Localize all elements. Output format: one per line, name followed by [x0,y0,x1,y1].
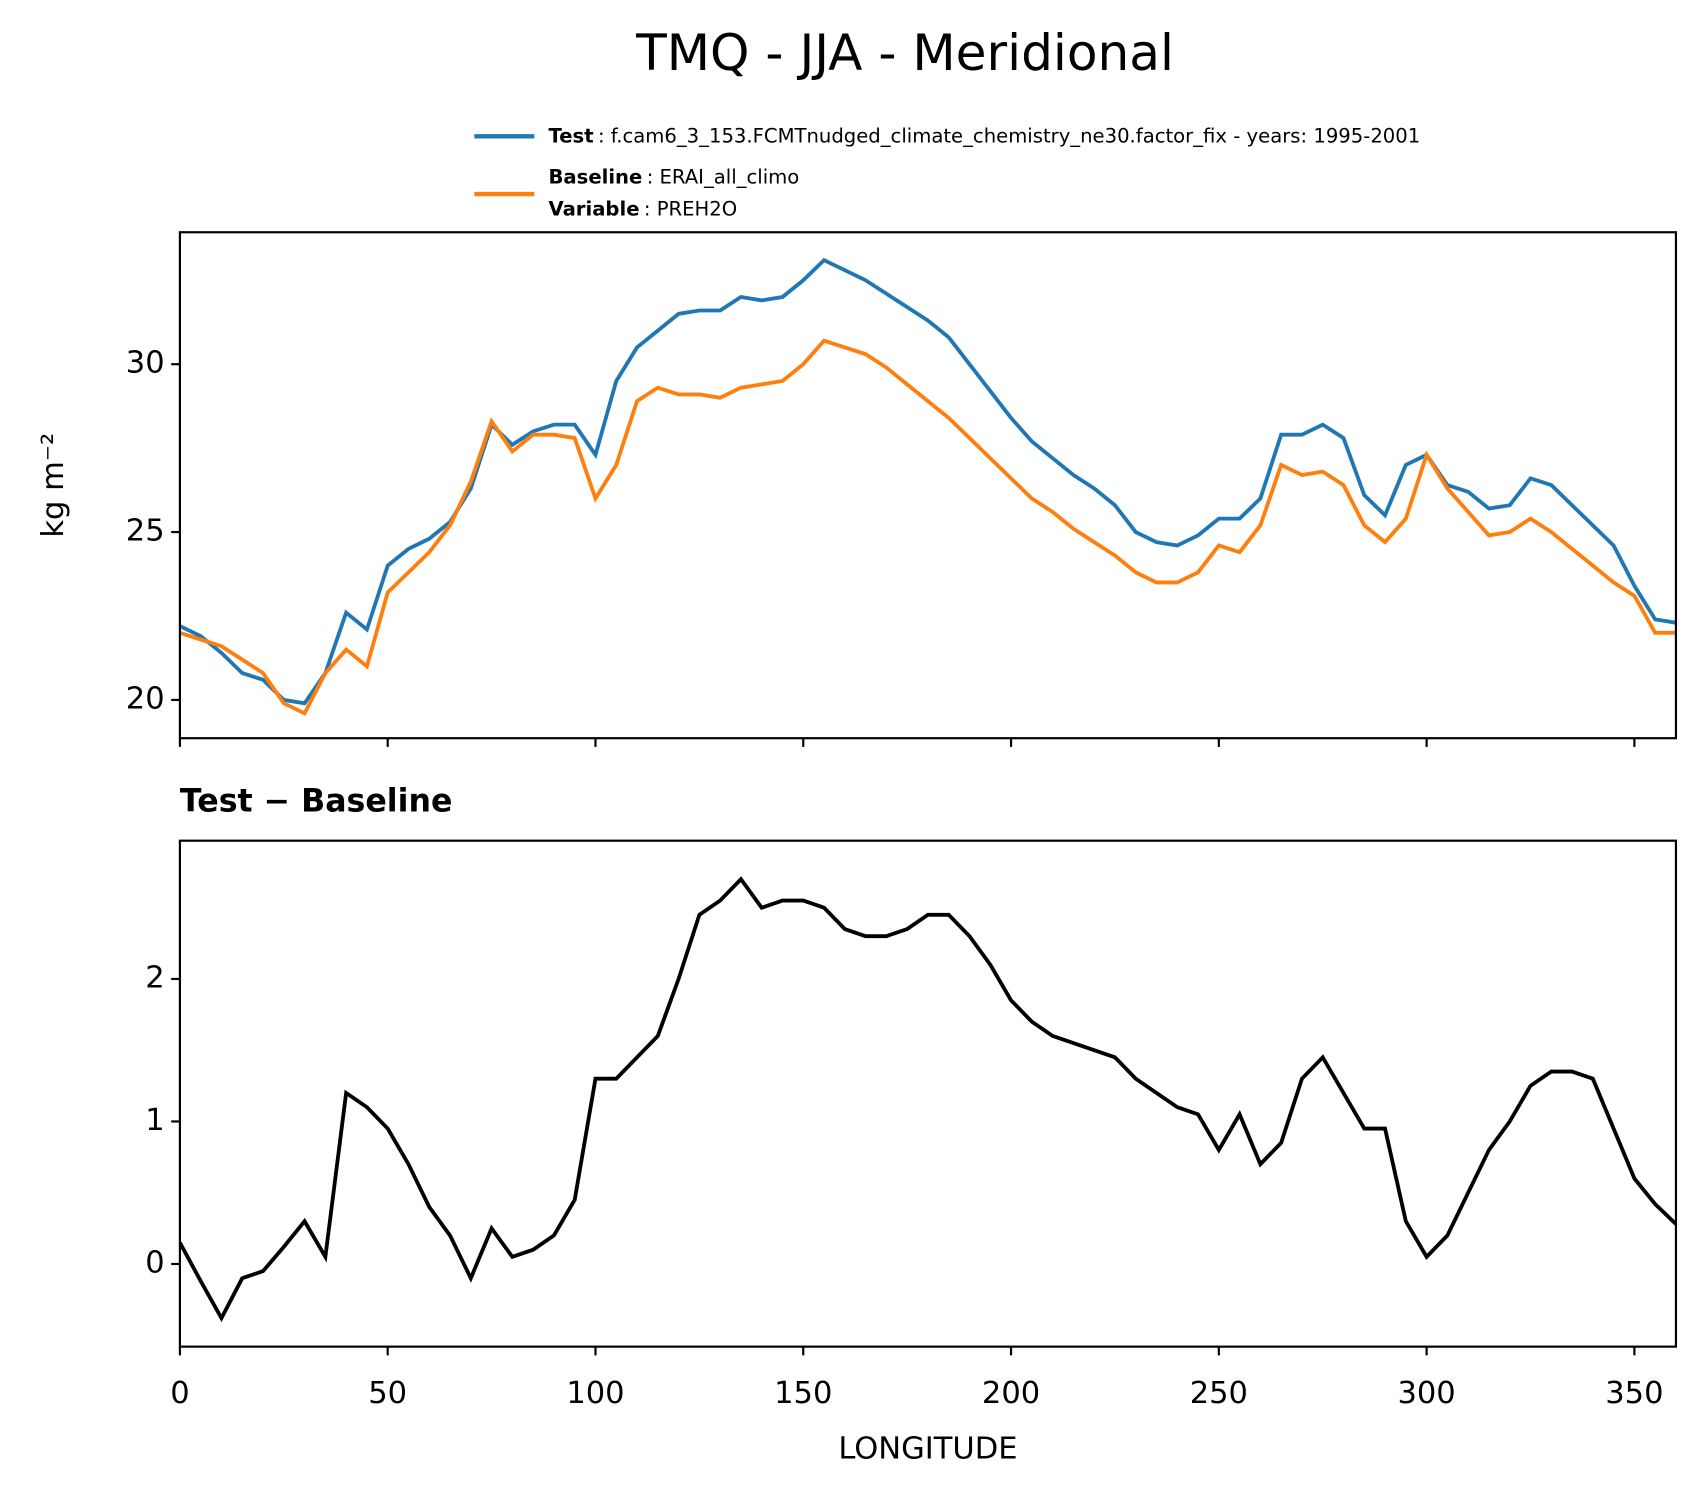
x-tick-label: 50 [368,1376,407,1411]
x-tick-label: 250 [1190,1376,1248,1411]
legend-text: : f.cam6_3_153.FCMTnudged_climate_chemis… [598,124,1420,147]
subplot-title: Test − Baseline [180,784,453,820]
x-tick-label: 200 [982,1376,1040,1411]
legend-text: : ERAI_all_climo [647,165,800,188]
y-tick-label: 25 [126,514,165,549]
y-tick-label: 2 [145,960,164,995]
legend-name: Test [548,124,593,147]
axes-frame [178,231,1678,740]
x-tick-label: 300 [1397,1376,1455,1411]
y-axis-label: kg m⁻² [36,433,71,538]
figure-title: TMQ - JJA - Meridional [635,23,1174,82]
y-tick-label: 20 [126,681,165,716]
data-line [179,876,1676,1323]
x-tick-label: 100 [566,1376,624,1411]
legend-entry: Test: f.cam6_3_153.FCMTnudged_climate_ch… [548,124,1420,147]
y-tick-label: 30 [126,346,165,381]
figure-body: TMQ - JJA - Meridional kg m⁻² Test − Bas… [36,23,1678,1467]
y-tick-label: 1 [145,1103,164,1138]
x-tick-label: 0 [170,1376,189,1411]
axes-frame [178,839,1678,1348]
legend-name: Baseline [548,165,642,188]
legend-entry: Baseline: ERAI_all_climo [548,165,799,188]
x-axis-label: LONGITUDE [838,1432,1017,1467]
x-tick-label: 350 [1605,1376,1663,1411]
legend-entry: Variable: PREH2O [548,197,737,220]
data-line [179,338,1676,716]
y-tick-label: 0 [145,1245,164,1280]
legend-name: Variable [548,197,639,220]
data-line [179,257,1676,706]
legend-text: : PREH2O [644,197,737,220]
x-tick-label: 150 [774,1376,832,1411]
